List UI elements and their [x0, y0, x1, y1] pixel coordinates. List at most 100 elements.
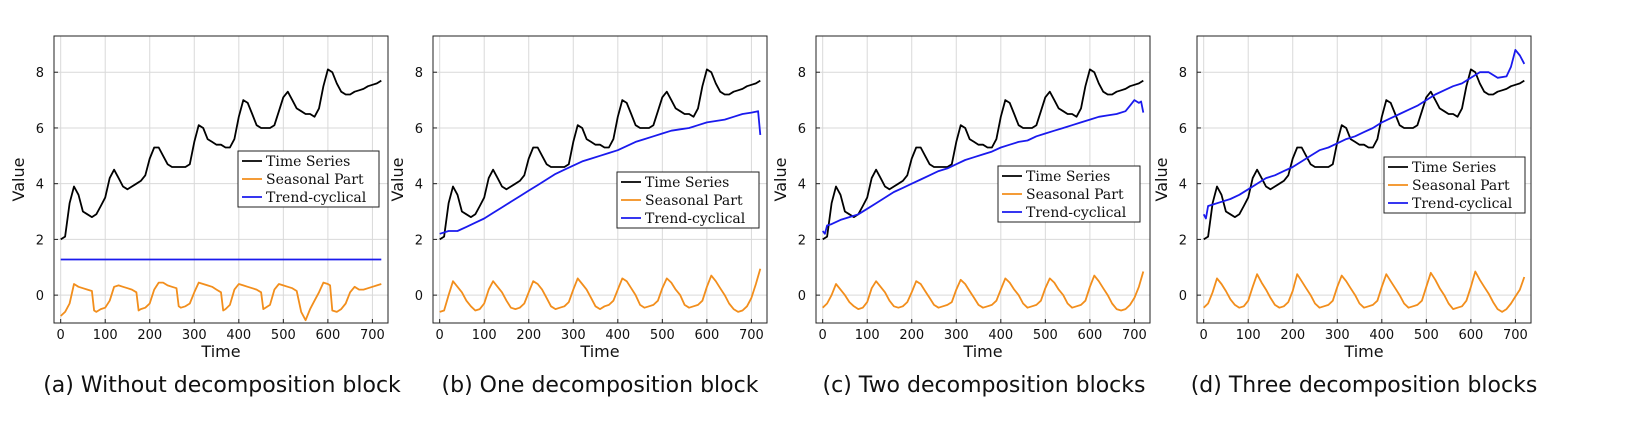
legend-label: Time Series — [1412, 160, 1496, 176]
series-line-seasonal-part — [60, 281, 382, 322]
legend-label: Time Series — [266, 154, 350, 170]
series-line-time-series — [439, 68, 761, 241]
x-tick-label: 300 — [1325, 328, 1350, 343]
legend-label: Seasonal Part — [266, 172, 364, 188]
x-tick-label: 200 — [516, 328, 541, 343]
x-tick-label: 500 — [271, 328, 296, 343]
x-tick-label: 200 — [899, 328, 924, 343]
panel-caption: (a) Without decomposition block — [43, 373, 401, 398]
series-line-trend-cyclical — [1202, 49, 1526, 220]
y-tick-label: 4 — [1179, 178, 1187, 193]
legend-label: Time Series — [645, 175, 729, 191]
series-line-seasonal-part — [822, 271, 1145, 312]
y-tick-label: 6 — [1179, 122, 1187, 137]
x-tick-label: 0 — [436, 328, 444, 343]
series-line-time-series — [60, 68, 382, 241]
y-tick-label: 6 — [415, 122, 423, 137]
y-tick-label: 8 — [1179, 66, 1187, 81]
x-tick-label: 500 — [1414, 328, 1439, 343]
legend-label: Seasonal Part — [1412, 178, 1510, 194]
x-tick-label: 300 — [944, 328, 969, 343]
x-tick-label: 0 — [57, 328, 65, 343]
axes-box — [53, 35, 389, 324]
x-tick-label: 400 — [1369, 328, 1394, 343]
y-tick-label: 8 — [415, 66, 423, 81]
x-axis-label: Time — [200, 342, 240, 361]
x-tick-label: 100 — [855, 328, 880, 343]
chart-panel-b: 0 100 200 300 400 500 600 700 0 2 4 6 8 Time Value Time… — [388, 35, 768, 398]
y-tick-label: 4 — [36, 178, 44, 193]
x-tick-label: 700 — [1122, 328, 1147, 343]
x-tick-label: 100 — [1236, 328, 1261, 343]
legend-label: Trend-cyclical — [266, 190, 367, 206]
axes-box — [1196, 35, 1532, 324]
series-line-seasonal-part — [439, 268, 762, 313]
chart-panel-d: 0 100 200 300 400 500 600 700 0 2 4 6 8 Time Value Time… — [1152, 35, 1538, 398]
y-tick-label: 0 — [415, 289, 423, 304]
x-tick-label: 400 — [226, 328, 251, 343]
panel-caption: (c) Two decomposition blocks — [823, 373, 1146, 398]
x-tick-label: 400 — [605, 328, 630, 343]
panel-caption: (d) Three decomposition blocks — [1191, 373, 1538, 398]
legend: Time Series Seasonal Part Trend-cyclical — [237, 150, 380, 208]
y-axis-label: Value — [9, 158, 28, 202]
x-tick-label: 300 — [182, 328, 207, 343]
y-tick-label: 6 — [798, 122, 806, 137]
y-tick-label: 0 — [798, 289, 806, 304]
y-tick-label: 0 — [36, 289, 44, 304]
x-tick-label: 500 — [1033, 328, 1058, 343]
x-tick-label: 200 — [1280, 328, 1305, 343]
y-tick-label: 6 — [36, 122, 44, 137]
y-tick-label: 2 — [1179, 233, 1187, 248]
legend-label: Trend-cyclical — [1412, 196, 1513, 212]
legend: Time Series Seasonal Part Trend-cyclical — [616, 171, 760, 229]
series-line-time-series — [1203, 68, 1525, 241]
x-tick-label: 700 — [360, 328, 385, 343]
axes-box — [815, 35, 1151, 324]
y-tick-label: 8 — [36, 66, 44, 81]
x-tick-label: 600 — [694, 328, 719, 343]
legend: Time Series Seasonal Part Trend-cyclical — [1383, 156, 1526, 214]
legend-label: Seasonal Part — [1026, 187, 1124, 203]
y-tick-label: 4 — [415, 178, 423, 193]
series-line-trend-cyclical — [439, 110, 762, 235]
x-tick-label: 600 — [1077, 328, 1102, 343]
legend-label: Seasonal Part — [645, 193, 743, 209]
x-tick-label: 600 — [1458, 328, 1483, 343]
x-tick-label: 700 — [1503, 328, 1528, 343]
y-tick-label: 2 — [415, 233, 423, 248]
y-tick-label: 4 — [798, 178, 806, 193]
chart-panel-a: 0 100 200 300 400 500 600 700 0 2 4 6 8 Time Value Time… — [9, 35, 401, 398]
y-tick-label: 2 — [36, 233, 44, 248]
series-line-seasonal-part — [1203, 270, 1526, 313]
y-tick-label: 8 — [798, 66, 806, 81]
legend-label: Trend-cyclical — [645, 211, 746, 227]
x-tick-label: 500 — [650, 328, 675, 343]
x-tick-label: 200 — [137, 328, 162, 343]
x-tick-label: 0 — [1200, 328, 1208, 343]
y-axis-label: Value — [388, 158, 407, 202]
x-axis-label: Time — [1343, 342, 1383, 361]
chart-panel-c: 0 100 200 300 400 500 600 700 0 2 4 6 8 Time Value Time… — [771, 35, 1151, 398]
series-line-time-series — [822, 68, 1144, 241]
x-tick-label: 100 — [93, 328, 118, 343]
x-tick-label: 0 — [819, 328, 827, 343]
x-axis-label: Time — [962, 342, 1002, 361]
x-tick-label: 700 — [739, 328, 764, 343]
y-axis-label: Value — [1152, 158, 1171, 202]
legend: Time Series Seasonal Part Trend-cyclical — [997, 165, 1141, 223]
axes-box — [432, 35, 768, 324]
panel-caption: (b) One decomposition block — [442, 373, 759, 398]
x-tick-label: 300 — [561, 328, 586, 343]
x-axis-label: Time — [579, 342, 619, 361]
x-tick-label: 400 — [988, 328, 1013, 343]
series-line-trend-cyclical — [821, 99, 1145, 235]
legend-label: Trend-cyclical — [1026, 205, 1127, 221]
y-axis-label: Value — [771, 158, 790, 202]
y-tick-label: 0 — [1179, 289, 1187, 304]
x-tick-label: 100 — [472, 328, 497, 343]
x-tick-label: 600 — [315, 328, 340, 343]
legend-label: Time Series — [1026, 169, 1110, 185]
y-tick-label: 2 — [798, 233, 806, 248]
